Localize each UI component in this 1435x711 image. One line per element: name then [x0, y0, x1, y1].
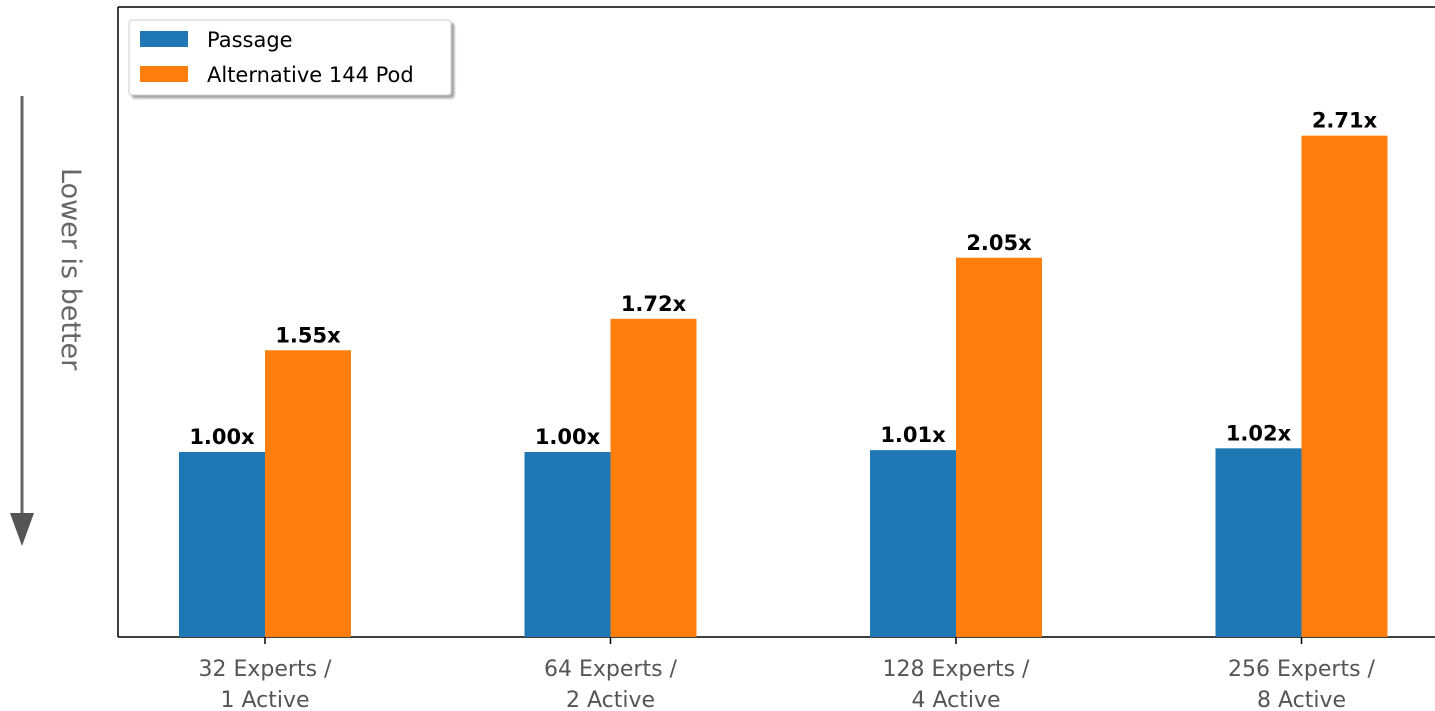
- x-tick-label-line-4-2: 8 Active: [1257, 688, 1346, 711]
- x-ticks-group: 32 Experts / 1 Active 64 Experts / 2 Active…: [199, 637, 1376, 711]
- x-tick-label-line-3-1: 128 Experts /: [883, 657, 1031, 682]
- data-labels-group: 1.00x 1.55x 1.00x 1.72x 1.01x 2.05x 1.02x 2.71x: [189, 109, 1377, 449]
- legend-box: [128, 19, 452, 96]
- legend: Passage Alternative 144 Pod: [128, 19, 452, 96]
- bar-alternative-144-pod-3: [956, 257, 1042, 637]
- bars-group: [179, 135, 1388, 637]
- legend-label-passage: Passage: [207, 28, 293, 52]
- x-tick-label-1: 32 Experts / 1 Active: [199, 657, 333, 711]
- y-axis-label: Lower is better: [55, 168, 86, 371]
- bar-alternative-144-pod-2: [610, 318, 697, 637]
- bar-passage-2: [524, 452, 611, 637]
- data-label-alternative-144-pod-3: 2.05x: [966, 231, 1032, 255]
- data-label-passage-4: 1.02x: [1226, 421, 1292, 445]
- x-tick-label-3: 128 Experts / 4 Active: [883, 657, 1031, 711]
- data-label-alternative-144-pod-1: 1.55x: [275, 323, 341, 347]
- bar-passage-1: [179, 452, 265, 637]
- legend-label-alternative-144-pod: Alternative 144 Pod: [207, 63, 414, 87]
- data-label-passage-3: 1.01x: [880, 423, 946, 447]
- data-label-alternative-144-pod-4: 2.71x: [1312, 109, 1378, 133]
- data-label-alternative-144-pod-2: 1.72x: [621, 292, 687, 316]
- x-tick-label-line-4-1: 256 Experts /: [1228, 657, 1376, 682]
- data-label-passage-1: 1.00x: [189, 425, 255, 449]
- data-label-passage-2: 1.00x: [535, 425, 601, 449]
- bar-passage-3: [870, 450, 956, 637]
- down-arrow-icon: [10, 513, 34, 546]
- x-tick-label-line-1-2: 1 Active: [220, 688, 309, 711]
- lower-is-better-annotation: Lower is better: [10, 96, 86, 546]
- x-tick-label-4: 256 Experts / 8 Active: [1228, 657, 1376, 711]
- bar-alternative-144-pod-4: [1301, 135, 1388, 637]
- bar-alternative-144-pod-1: [265, 350, 351, 637]
- legend-swatch-passage: [140, 31, 188, 47]
- x-tick-label-line-1-1: 32 Experts /: [199, 657, 333, 682]
- x-tick-label-line-2-1: 64 Experts /: [544, 657, 678, 682]
- bar-passage-4: [1215, 448, 1302, 637]
- x-tick-label-line-2-2: 2 Active: [566, 688, 655, 711]
- legend-swatch-alternative-144-pod: [140, 66, 188, 82]
- x-tick-label-2: 64 Experts / 2 Active: [544, 657, 678, 711]
- x-tick-label-line-3-2: 4 Active: [911, 688, 1000, 711]
